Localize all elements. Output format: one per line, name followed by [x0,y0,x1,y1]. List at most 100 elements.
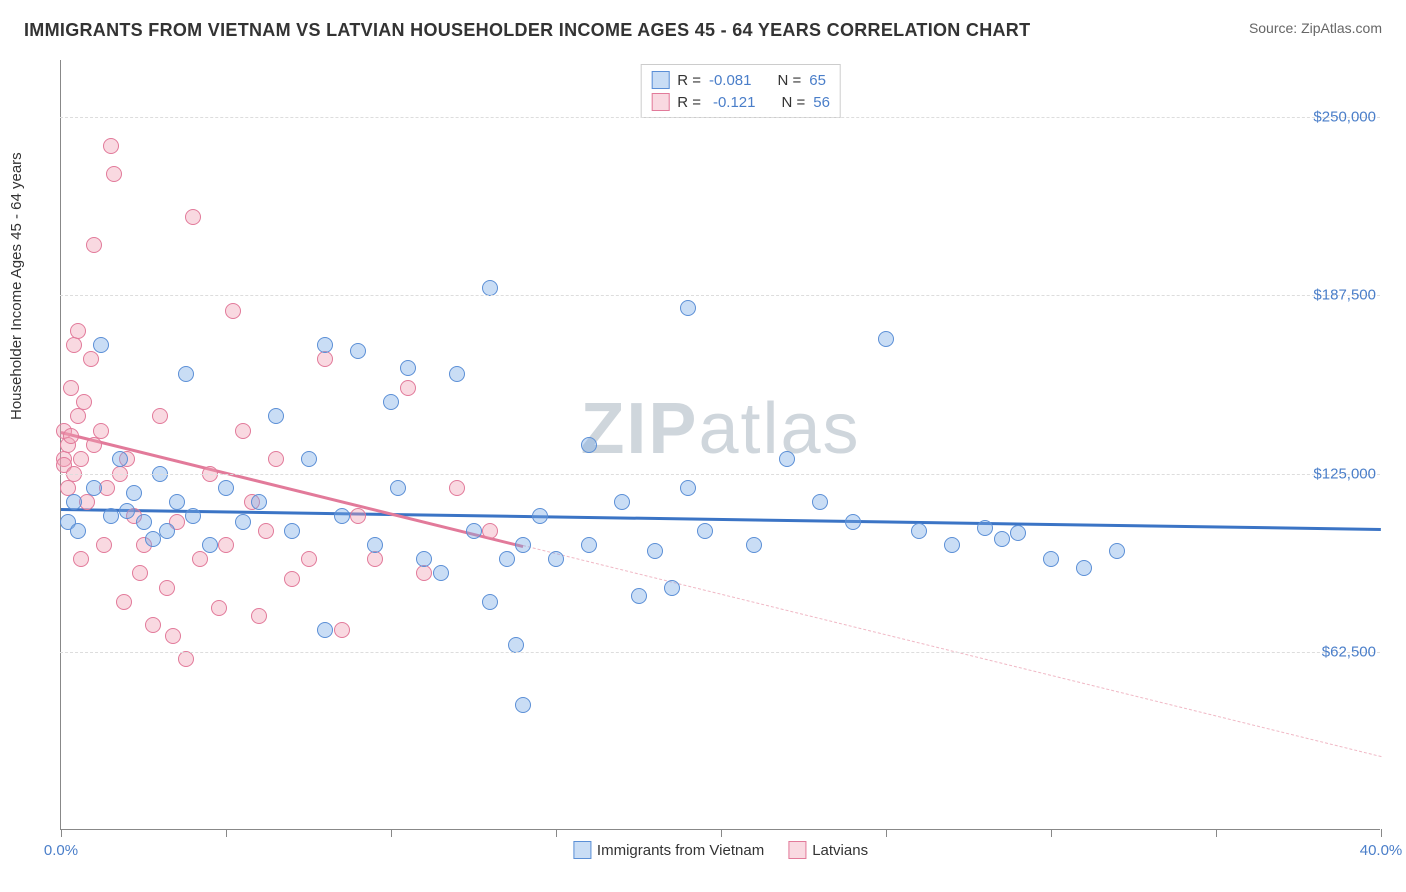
data-point-blue [944,537,960,553]
data-point-blue [301,451,317,467]
gridline [60,117,1380,118]
data-point-blue [119,503,135,519]
data-point-pink [145,617,161,633]
data-point-pink [70,323,86,339]
data-point-pink [251,608,267,624]
x-tick-label: 40.0% [1360,842,1403,859]
data-point-blue [680,480,696,496]
data-point-blue [466,523,482,539]
data-point-blue [581,537,597,553]
x-tick [1051,829,1052,837]
data-point-pink [334,622,350,638]
x-tick [556,829,557,837]
data-point-pink [70,408,86,424]
data-point-blue [284,523,300,539]
data-point-blue [178,366,194,382]
data-point-pink [367,551,383,567]
legend-item-blue: Immigrants from Vietnam [573,841,764,859]
data-point-blue [317,337,333,353]
n-label: N = [778,72,802,89]
data-point-blue [1109,543,1125,559]
data-point-blue [977,520,993,536]
data-point-blue [647,543,663,559]
y-tick-label: $250,000 [1313,109,1376,126]
data-point-blue [317,622,333,638]
data-point-pink [211,600,227,616]
data-point-blue [334,508,350,524]
data-point-blue [631,588,647,604]
n-value-blue: 65 [809,72,826,89]
data-point-pink [73,551,89,567]
data-point-pink [185,209,201,225]
data-point-blue [218,480,234,496]
data-point-pink [132,565,148,581]
data-point-blue [664,580,680,596]
data-point-blue [367,537,383,553]
data-point-pink [103,138,119,154]
data-point-blue [235,514,251,530]
swatch-blue-icon [651,71,669,89]
data-point-pink [350,508,366,524]
data-point-pink [66,337,82,353]
swatch-blue-icon [573,841,591,859]
data-point-blue [66,494,82,510]
data-point-pink [235,423,251,439]
data-point-blue [390,480,406,496]
legend-item-pink: Latvians [788,841,868,859]
data-point-blue [548,551,564,567]
x-tick [226,829,227,837]
source-prefix: Source: [1249,20,1301,36]
data-point-blue [532,508,548,524]
watermark-zip: ZIP [580,389,698,469]
gridline [60,474,1380,475]
data-point-blue [70,523,86,539]
data-point-pink [225,303,241,319]
r-value-blue: -0.081 [709,72,752,89]
data-point-pink [268,451,284,467]
data-point-blue [746,537,762,553]
data-point-pink [301,551,317,567]
chart-title: IMMIGRANTS FROM VIETNAM VS LATVIAN HOUSE… [24,20,1030,41]
data-point-blue [680,300,696,316]
r-value-pink: -0.121 [713,94,756,111]
data-point-blue [812,494,828,510]
data-point-blue [416,551,432,567]
data-point-blue [268,408,284,424]
swatch-pink-icon [788,841,806,859]
data-point-blue [350,343,366,359]
r-label: R = [677,94,701,111]
r-label: R = [677,72,701,89]
data-point-pink [159,580,175,596]
x-tick [886,829,887,837]
data-point-pink [416,565,432,581]
data-point-blue [911,523,927,539]
data-point-pink [317,351,333,367]
y-tick-label: $62,500 [1322,643,1376,660]
stats-row-pink: R = -0.121 N = 56 [651,91,830,113]
data-point-blue [400,360,416,376]
data-point-blue [383,394,399,410]
data-point-blue [185,508,201,524]
data-point-blue [482,280,498,296]
y-tick-label: $187,500 [1313,287,1376,304]
data-point-pink [106,166,122,182]
data-point-blue [449,366,465,382]
x-tick-label: 0.0% [44,842,78,859]
data-point-blue [251,494,267,510]
source-name: ZipAtlas.com [1301,20,1382,36]
data-point-blue [103,508,119,524]
stats-legend: R = -0.081 N = 65 R = -0.121 N = 56 [640,64,841,118]
data-point-blue [112,451,128,467]
watermark: ZIPatlas [580,388,860,470]
data-point-blue [169,494,185,510]
stats-row-blue: R = -0.081 N = 65 [651,69,830,91]
data-point-blue [93,337,109,353]
data-point-pink [178,651,194,667]
data-point-blue [878,331,894,347]
data-point-pink [152,408,168,424]
data-point-pink [400,380,416,396]
x-tick [1381,829,1382,837]
data-point-pink [93,423,109,439]
n-value-pink: 56 [813,94,830,111]
y-axis-label: Householder Income Ages 45 - 64 years [8,152,25,420]
